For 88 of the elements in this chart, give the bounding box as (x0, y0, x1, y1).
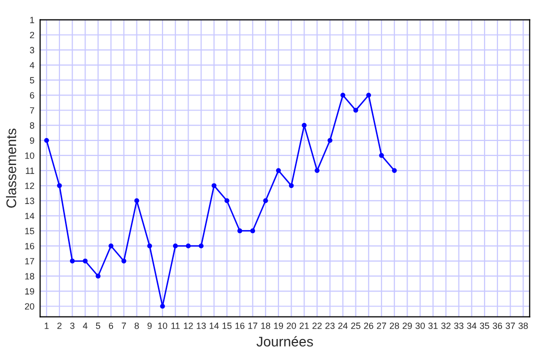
x-tick-label: 11 (171, 322, 180, 329)
y-tick-label: 7 (30, 107, 34, 114)
x-tick-label: 17 (248, 322, 258, 329)
y-tick-label: 6 (30, 92, 34, 99)
x-tick-label: 34 (467, 322, 476, 329)
point (353, 108, 358, 113)
x-tick-label: 7 (122, 322, 126, 329)
y-tick-label: 11 (26, 168, 34, 174)
y-tick-label: 10 (25, 152, 34, 159)
x-tick-label: 10 (158, 322, 168, 329)
y-tick-label: 13 (25, 198, 34, 204)
y-tick-label: 18 (25, 273, 34, 280)
x-tick-label: 36 (492, 322, 502, 329)
x-tick-label: 13 (196, 322, 206, 329)
x-tick-label: 23 (325, 322, 335, 329)
point (392, 168, 397, 173)
point (82, 258, 88, 264)
y-tick-label: 2 (30, 32, 34, 38)
point (250, 228, 256, 234)
x-tick-label: 22 (312, 322, 322, 329)
x-tick-label: 9 (148, 322, 152, 329)
y-tick-label: 12 (25, 182, 34, 189)
point (147, 244, 152, 248)
x-tick-label: 25 (351, 322, 360, 329)
x-tick-label: 37 (506, 322, 515, 329)
y-axis-title: Classements (6, 128, 16, 208)
x-tick-label: 16 (235, 322, 244, 329)
point (212, 183, 216, 188)
x-tick-label: 5 (96, 322, 100, 329)
x-tick-label: 19 (274, 322, 284, 329)
y-tick-label: 8 (30, 122, 34, 129)
point (121, 258, 126, 264)
point (379, 153, 384, 158)
point (96, 274, 101, 279)
point (160, 304, 165, 309)
point (340, 92, 346, 98)
point (172, 244, 178, 248)
y-tick-label: 20 (24, 303, 34, 310)
x-tick-label: 24 (338, 322, 348, 329)
x-tick-label: 32 (441, 322, 450, 329)
point (328, 138, 332, 143)
y-tick-label: 4 (30, 62, 34, 68)
x-tick-label: 4 (82, 322, 88, 329)
x-tick-label: 8 (134, 322, 139, 329)
x-tick-label: 30 (415, 322, 425, 329)
x-tick-label: 35 (480, 322, 490, 329)
y-tick-label: 9 (30, 137, 34, 144)
x-tick-label: 6 (108, 322, 114, 329)
x-axis-title: Journées (256, 336, 313, 347)
point (186, 244, 191, 248)
x-tick-label: 14 (210, 322, 219, 329)
y-tick-label: 16 (25, 242, 34, 250)
point (314, 168, 320, 173)
x-tick-label: 38 (518, 322, 528, 329)
x-tick-label: 21 (300, 322, 309, 329)
x-tick-label: 15 (222, 322, 232, 329)
x-tick-label: 18 (261, 322, 270, 329)
x-tick-label: 2 (57, 322, 62, 329)
point (366, 92, 372, 98)
point (134, 198, 140, 204)
point (44, 138, 49, 143)
point (237, 228, 242, 234)
y-tick-label: 3 (30, 46, 34, 54)
point (276, 168, 281, 173)
x-tick-label: 29 (402, 322, 412, 329)
point (263, 198, 268, 204)
point (198, 244, 204, 248)
y-tick-label: 5 (30, 77, 34, 84)
point (57, 183, 62, 188)
y-tick-label: 19 (25, 288, 34, 295)
x-tick-label: 27 (376, 322, 386, 329)
point (108, 244, 114, 248)
y-tick-label: 1 (30, 16, 34, 24)
y-tick-label: 14 (25, 212, 34, 220)
x-tick-label: 31 (428, 322, 438, 329)
x-tick-label: 12 (184, 322, 193, 329)
x-tick-label: 3 (70, 322, 74, 329)
x-tick-label: 28 (390, 322, 400, 329)
y-tick-label: 15 (25, 228, 34, 234)
x-tick-label: 33 (454, 322, 464, 329)
x-tick-label: 1 (44, 322, 49, 329)
point (288, 183, 294, 188)
y-tick-label: 17 (25, 258, 34, 264)
point (70, 258, 75, 264)
x-tick-label: 20 (286, 322, 296, 329)
point (302, 122, 307, 128)
point (224, 198, 230, 204)
x-tick-label: 26 (364, 322, 374, 329)
